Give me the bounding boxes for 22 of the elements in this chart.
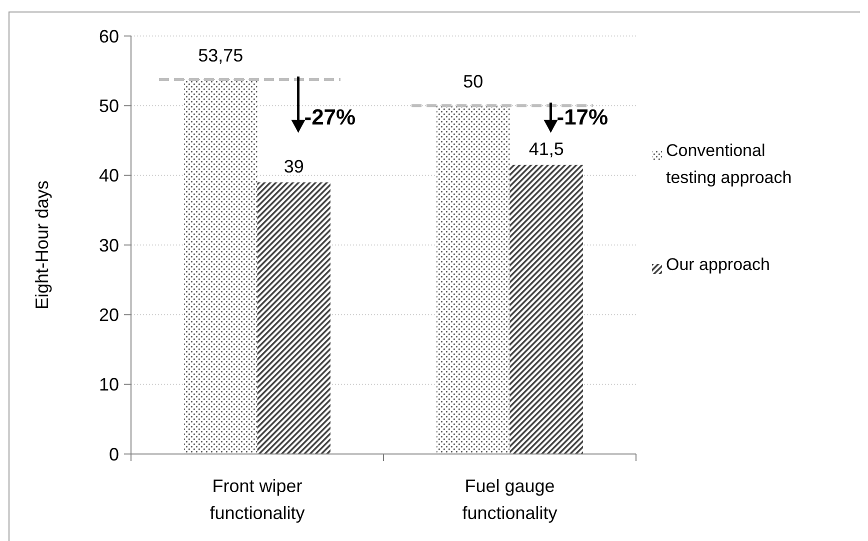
legend-label: Conventional testing approach <box>666 141 792 187</box>
x-tick-label: Fuel gauge functionality <box>462 476 558 523</box>
data-label: 50 <box>463 72 484 92</box>
bar <box>184 80 258 454</box>
bar <box>510 164 583 454</box>
y-tick-label: 0 <box>108 444 119 464</box>
y-tick-label: 40 <box>98 166 119 186</box>
y-tick-label: 20 <box>98 304 119 325</box>
data-label: 41,5 <box>528 138 564 159</box>
data-label: 53,75 <box>198 46 244 66</box>
x-tick-label: Front wiper functionality <box>210 476 305 523</box>
data-label: 39 <box>284 156 304 176</box>
y-tick-label: 30 <box>98 235 119 256</box>
annotation: -27% <box>304 104 356 130</box>
y-tick-label: 50 <box>98 96 119 116</box>
y-tick-label: 60 <box>98 26 119 46</box>
bar <box>436 106 510 454</box>
annotation: -17% <box>556 104 608 130</box>
y-axis-title: Eight-Hour days <box>32 180 52 310</box>
y-tick-label: 10 <box>98 374 119 395</box>
bar <box>257 182 330 454</box>
legend-label: Our approach <box>666 255 770 274</box>
